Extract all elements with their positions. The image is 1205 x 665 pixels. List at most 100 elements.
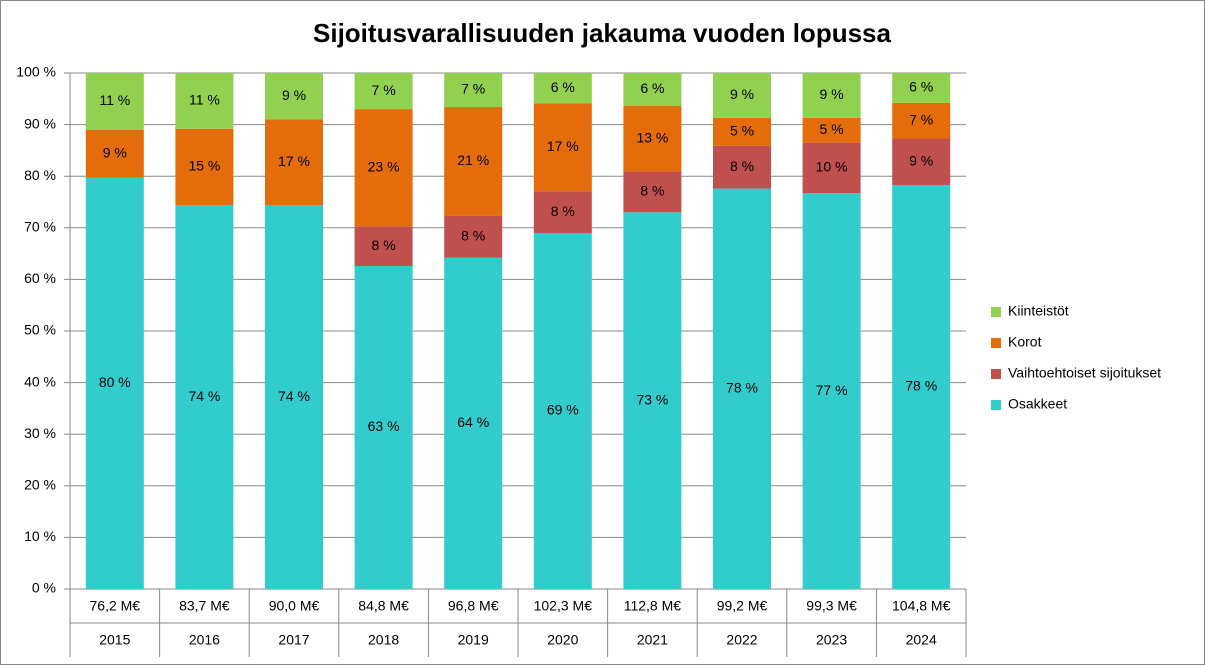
bar-segment	[533, 191, 592, 233]
x-tick-label: 2018	[368, 632, 399, 648]
y-tick-label: 50 %	[24, 322, 56, 338]
data-label: 23 %	[368, 158, 400, 174]
bar-segment	[85, 73, 144, 130]
x-tick-label: 2024	[906, 632, 937, 648]
x-total-label: 96,8 M€	[448, 598, 499, 614]
data-label: 13 %	[636, 129, 668, 145]
data-label: 74 %	[278, 388, 310, 404]
bar-segment	[444, 107, 503, 216]
bar-segment	[444, 257, 503, 589]
data-label: 6 %	[551, 79, 575, 95]
legend-label: Korot	[1008, 334, 1042, 350]
bar-segment	[892, 138, 951, 185]
data-label: 74 %	[188, 388, 220, 404]
data-label: 7 %	[909, 111, 933, 127]
x-total-label: 90,0 M€	[269, 598, 320, 614]
x-total-label: 112,8 M€	[624, 598, 682, 614]
bar-segment	[265, 73, 323, 120]
data-label: 11 %	[99, 92, 130, 108]
y-tick-label: 80 %	[24, 167, 56, 183]
data-label: 10 %	[816, 159, 848, 175]
bar-segment	[533, 232, 592, 589]
legend-label: Vaihtoehtoiset sijoitukset	[1008, 365, 1161, 381]
data-label: 17 %	[547, 138, 579, 154]
bar-segment	[802, 142, 861, 194]
bar-segment	[802, 117, 861, 143]
bar-segment	[175, 128, 234, 206]
y-tick-label: 10 %	[24, 528, 56, 544]
data-label: 63 %	[368, 418, 400, 434]
data-label: 9 %	[909, 152, 933, 168]
x-tick-label: 2020	[547, 632, 578, 648]
x-total-label: 99,3 M€	[806, 598, 857, 614]
y-tick-label: 60 %	[24, 270, 56, 286]
data-label: 8 %	[551, 203, 575, 219]
bar-segment	[265, 119, 323, 206]
bar-segment	[713, 188, 771, 590]
data-label: 9 %	[282, 87, 306, 103]
data-label: 8 %	[372, 237, 396, 253]
x-tick-label: 2019	[458, 632, 489, 648]
data-label: 9 %	[103, 144, 127, 160]
bar-segment	[623, 106, 682, 172]
data-label: 8 %	[461, 228, 485, 244]
legend-label: Kiinteistöt	[1008, 303, 1069, 319]
bar-segment	[892, 102, 951, 139]
bar-segment	[713, 73, 771, 118]
y-tick-label: 100 %	[16, 64, 56, 80]
data-label: 69 %	[547, 402, 579, 418]
x-total-label: 76,2 M€	[90, 598, 141, 614]
data-label: 7 %	[461, 81, 485, 97]
data-label: 9 %	[820, 86, 844, 102]
data-label: 64 %	[457, 414, 489, 430]
bar-segment	[802, 193, 861, 589]
bar-segment	[175, 205, 234, 589]
data-label: 8 %	[730, 158, 754, 174]
legend-swatch	[991, 307, 1001, 317]
bar-segment	[354, 109, 413, 227]
data-label: 80 %	[99, 374, 131, 390]
y-tick-label: 20 %	[24, 477, 56, 493]
data-label: 6 %	[909, 79, 933, 95]
x-tick-label: 2023	[816, 632, 847, 648]
bar-segment	[623, 212, 682, 589]
x-tick-label: 2022	[726, 632, 757, 648]
x-total-label: 83,7 M€	[179, 598, 230, 614]
legend-swatch	[991, 400, 1001, 410]
bar-segment	[354, 265, 413, 589]
x-total-label: 102,3 M€	[534, 598, 593, 614]
chart-title: Sijoitusvarallisuuden jakauma vuoden lop…	[313, 18, 891, 48]
y-tick-label: 30 %	[24, 425, 56, 441]
y-tick-label: 0 %	[32, 580, 56, 596]
x-total-label: 104,8 M€	[892, 598, 951, 614]
bar-segment	[713, 145, 771, 189]
bar-segment	[623, 171, 682, 213]
data-label: 5 %	[730, 123, 754, 139]
data-label: 73 %	[636, 391, 668, 407]
bar-segment	[533, 73, 592, 104]
data-label: 5 %	[820, 121, 844, 137]
bar-segment	[444, 73, 503, 108]
bar-segment	[802, 73, 861, 118]
data-label: 78 %	[905, 378, 937, 394]
y-tick-label: 90 %	[24, 115, 56, 131]
data-label: 8 %	[640, 183, 664, 199]
data-label: 6 %	[640, 80, 664, 96]
data-label: 11 %	[189, 92, 220, 108]
data-label: 7 %	[372, 82, 396, 98]
bar-segment	[713, 117, 771, 146]
legend-label: Osakkeet	[1008, 396, 1067, 412]
bar-segment	[85, 177, 144, 590]
x-tick-label: 2021	[637, 632, 668, 648]
x-tick-label: 2017	[278, 632, 309, 648]
legend-swatch	[991, 338, 1001, 348]
x-total-label: 84,8 M€	[358, 598, 409, 614]
data-label: 17 %	[278, 153, 310, 169]
x-tick-label: 2016	[189, 632, 220, 648]
bar-segment	[175, 73, 234, 129]
bar-segment	[623, 73, 682, 107]
data-label: 77 %	[816, 382, 848, 398]
data-label: 21 %	[457, 152, 489, 168]
bar-segment	[892, 73, 951, 103]
